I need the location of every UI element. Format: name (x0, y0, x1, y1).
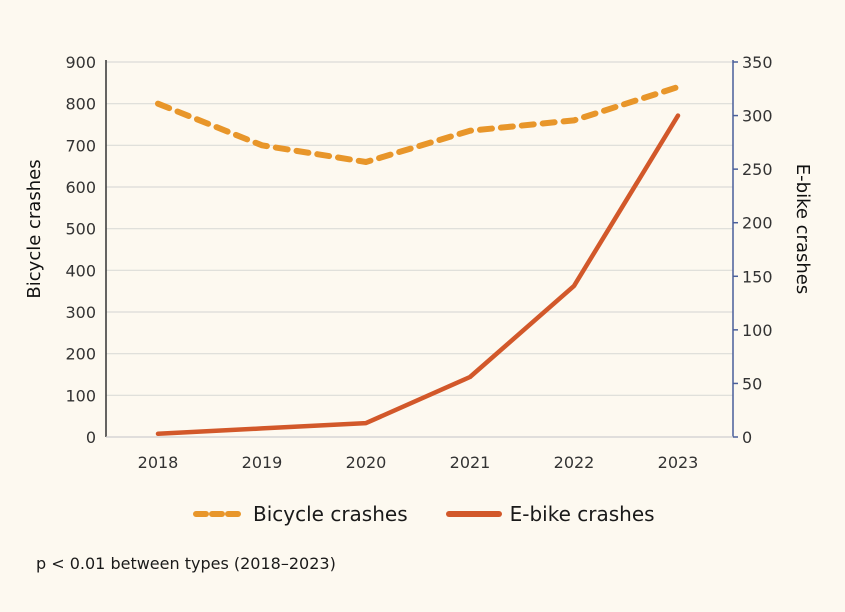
y-tick-label: 500 (65, 220, 96, 239)
y2-tick-label: 50 (742, 374, 762, 393)
y-tick-label: 900 (65, 53, 96, 72)
y-tick-label: 0 (86, 428, 96, 447)
y-tick-label: 400 (65, 261, 96, 280)
y2-tick-label: 200 (742, 214, 773, 233)
series-line-bicycle (155, 84, 681, 165)
significance-note: p < 0.01 between types (2018–2023) (36, 554, 336, 573)
y2-tick-label: 300 (742, 107, 773, 126)
legend-label-bicycle: Bicycle crashes (253, 502, 408, 526)
y2-tick-label: 350 (742, 53, 773, 72)
legend: Bicycle crashes E-bike crashes (193, 502, 693, 526)
y2-tick-label: 0 (742, 428, 752, 447)
line-chart: 0 100 200 300 400 500 600 700 800 900 0 50 100 150 200… (24, 53, 813, 472)
legend-item-ebike: E-bike crashes (445, 502, 655, 526)
y-tick-label: 600 (65, 178, 96, 197)
y2-tick-label: 150 (742, 267, 773, 286)
y-tick-label: 200 (65, 345, 96, 364)
y-tick-label: 100 (65, 386, 96, 405)
dashed-line-swatch (193, 511, 245, 517)
legend-label-ebike: E-bike crashes (509, 502, 655, 526)
y2-tick-label: 250 (742, 160, 773, 179)
y2-tick-label: 100 (742, 321, 773, 340)
series-line-ebike (155, 113, 681, 437)
y-tick-label: 700 (65, 136, 96, 155)
x-tick-label: 2023 (658, 453, 699, 472)
x-tick-label: 2019 (242, 453, 283, 472)
y2-axis-title: E-bike crashes (792, 164, 813, 294)
y-tick-label: 800 (65, 95, 96, 114)
y-axis-title: Bicycle crashes (24, 159, 45, 298)
legend-item-bicycle: Bicycle crashes (193, 502, 408, 526)
x-tick-label: 2018 (138, 453, 179, 472)
x-tick-label: 2022 (554, 453, 595, 472)
x-tick-label: 2020 (346, 453, 387, 472)
x-tick-label: 2021 (450, 453, 491, 472)
y-tick-label: 300 (65, 303, 96, 322)
solid-line-swatch (445, 511, 502, 517)
